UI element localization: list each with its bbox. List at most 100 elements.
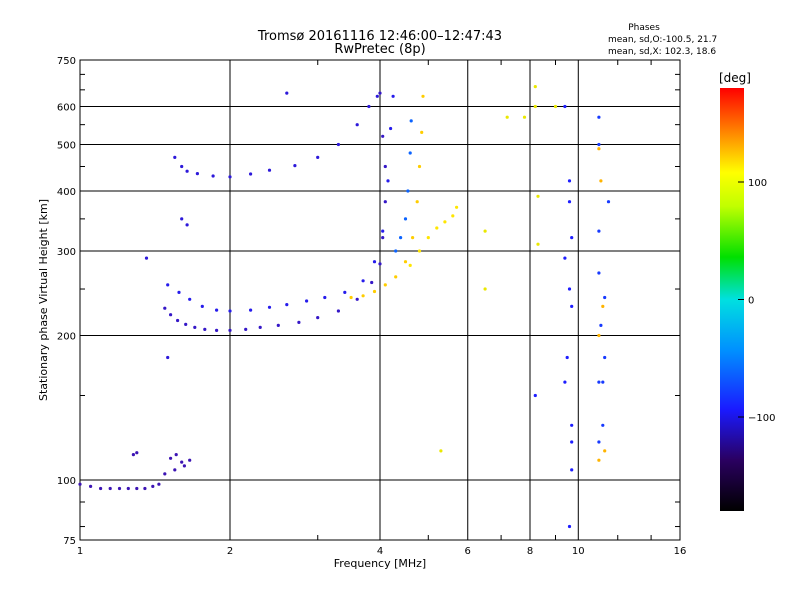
- data-point: [131, 453, 135, 457]
- data-point: [597, 115, 601, 119]
- data-point: [570, 423, 574, 427]
- data-point: [276, 323, 280, 327]
- data-point: [378, 262, 382, 266]
- data-point: [483, 287, 487, 291]
- data-points: [78, 85, 611, 529]
- data-point: [563, 256, 567, 260]
- data-point: [293, 164, 297, 168]
- data-point: [336, 309, 340, 313]
- y-tick-label: 750: [57, 56, 76, 67]
- data-point: [185, 223, 189, 227]
- data-point: [203, 327, 207, 331]
- data-point: [403, 260, 408, 264]
- data-point: [370, 280, 374, 285]
- y-tick-label: 400: [57, 187, 76, 198]
- grid-lines: [80, 60, 680, 540]
- data-point: [182, 464, 186, 468]
- data-point: [228, 309, 232, 313]
- data-point: [249, 172, 253, 176]
- data-point: [565, 355, 569, 360]
- data-point: [163, 472, 167, 476]
- data-point: [211, 174, 215, 178]
- colorbar-tick-label: −100: [748, 413, 775, 424]
- data-point: [372, 289, 377, 294]
- data-point: [391, 94, 395, 98]
- data-point: [135, 486, 139, 491]
- data-point: [443, 220, 447, 224]
- data-point: [386, 179, 390, 183]
- data-point: [597, 380, 601, 384]
- y-axis-label: Stationary phase Virtual Height [km]: [37, 199, 50, 401]
- x-tick-label: 4: [377, 546, 383, 557]
- data-point: [563, 104, 567, 109]
- data-point: [483, 229, 487, 233]
- data-point: [188, 297, 192, 301]
- data-point: [597, 333, 601, 338]
- y-tick-label: 600: [57, 103, 76, 114]
- data-point: [349, 295, 353, 300]
- data-point: [195, 172, 199, 176]
- data-point: [383, 200, 387, 204]
- data-point: [563, 380, 567, 384]
- data-point: [505, 115, 509, 119]
- data-point: [406, 189, 410, 193]
- x-tick-label: 10: [572, 546, 585, 557]
- data-point: [394, 249, 398, 253]
- data-point: [297, 320, 301, 324]
- data-point: [533, 104, 537, 109]
- data-point: [135, 451, 139, 455]
- chart-subtitle: RwPretec (8p): [334, 42, 425, 57]
- data-point: [603, 355, 607, 360]
- colorbar-tick-label: 100: [748, 178, 767, 189]
- data-point: [383, 283, 387, 287]
- data-point: [408, 151, 412, 155]
- x-tick-label: 8: [527, 546, 533, 557]
- data-point: [597, 229, 601, 233]
- data-point: [244, 327, 248, 331]
- data-point: [408, 263, 412, 267]
- data-point: [417, 249, 422, 253]
- colorbar-ticks: 100 0 −100: [738, 178, 775, 424]
- data-point: [567, 287, 572, 291]
- data-point: [389, 126, 393, 131]
- colorbar-tick-label: 0: [748, 296, 754, 307]
- data-point: [601, 423, 605, 427]
- data-point: [177, 290, 181, 294]
- data-point: [381, 134, 385, 138]
- data-point: [361, 279, 365, 283]
- data-point: [403, 217, 408, 221]
- y-tick-label: 200: [57, 332, 76, 343]
- data-point: [417, 164, 422, 169]
- x-tick-label: 6: [465, 546, 471, 557]
- data-point: [455, 205, 459, 209]
- data-point: [258, 325, 262, 329]
- data-point: [99, 486, 103, 491]
- x-axis-label: Frequency [MHz]: [334, 557, 426, 570]
- data-point: [285, 303, 289, 307]
- data-point: [606, 200, 611, 204]
- y-tick-label: 300: [57, 247, 76, 258]
- data-point: [184, 322, 188, 326]
- data-point: [267, 305, 272, 309]
- data-point: [176, 318, 180, 323]
- data-point: [567, 524, 572, 529]
- data-point: [215, 328, 219, 332]
- phases-x-mode: mean, sd,X: 102.3, 18.6: [608, 47, 716, 57]
- data-point: [249, 308, 253, 312]
- data-point: [399, 236, 403, 240]
- y-tick-label: 75: [63, 536, 76, 547]
- data-point: [355, 123, 359, 127]
- data-point: [421, 94, 425, 98]
- data-point: [570, 468, 574, 472]
- y-tick-label: 100: [57, 476, 76, 487]
- data-point: [570, 236, 574, 240]
- data-point: [599, 323, 603, 327]
- data-point: [570, 304, 574, 308]
- data-point: [361, 294, 365, 298]
- x-tick-label: 2: [227, 546, 233, 557]
- phases-title: Phases: [628, 23, 660, 33]
- data-point: [169, 313, 173, 317]
- data-point: [375, 94, 379, 98]
- data-point: [200, 304, 204, 308]
